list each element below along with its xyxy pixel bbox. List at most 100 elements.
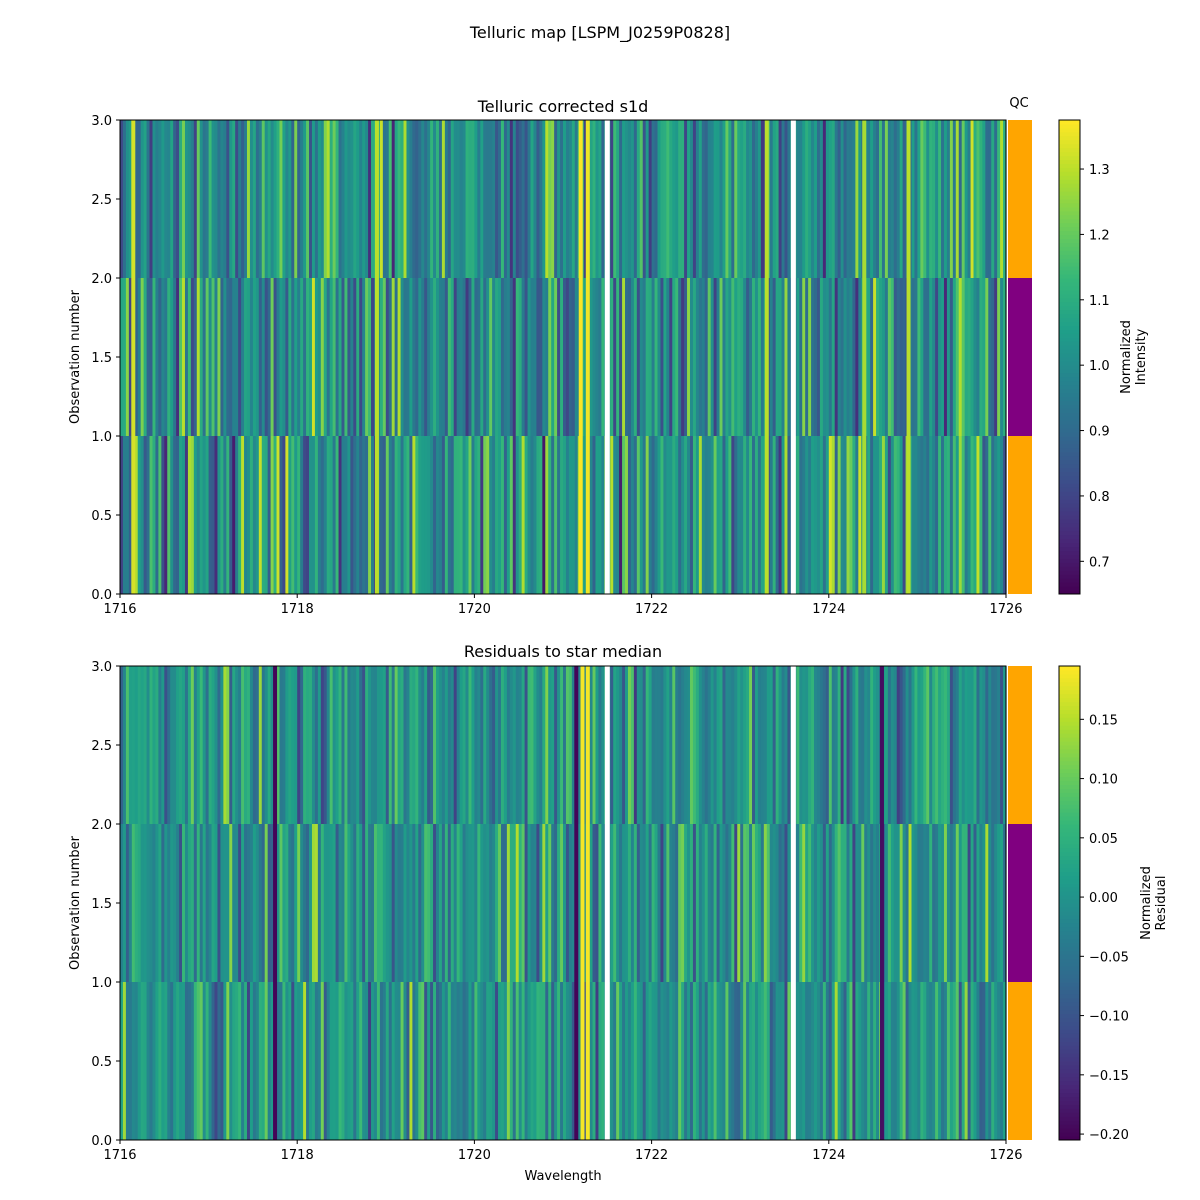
heat-cell — [120, 824, 124, 982]
heat-cell — [498, 666, 502, 824]
heat-cell — [757, 436, 762, 594]
heat-cell — [382, 436, 387, 594]
heat-cell — [687, 278, 691, 436]
heat-cell — [486, 278, 490, 436]
x-tick-label: 1720 — [458, 1148, 491, 1163]
heat-cell — [929, 278, 933, 436]
heat-cell — [303, 120, 307, 278]
heat-cell — [876, 666, 880, 824]
heat-cell — [941, 278, 945, 436]
heat-cell — [952, 982, 957, 1140]
colorbar-segment — [1059, 329, 1080, 334]
colorbar-segment — [1059, 701, 1080, 706]
heat-cell — [627, 666, 632, 824]
heat-cell — [633, 824, 638, 982]
heat-cell — [264, 666, 269, 824]
heat-cell — [870, 982, 874, 1140]
heat-cell — [595, 436, 600, 594]
heat-cell — [509, 436, 514, 594]
heat-cell — [946, 982, 951, 1140]
heat-cell — [1000, 278, 1004, 436]
heat-cell — [941, 824, 945, 982]
heat-cell — [719, 278, 724, 436]
heat-cell — [273, 278, 278, 436]
heat-cell — [949, 436, 954, 594]
heat-cell — [932, 666, 936, 824]
heat-cell — [217, 824, 222, 982]
heat-cell — [994, 666, 998, 824]
heat-cell — [450, 666, 455, 824]
heat-cell — [840, 824, 845, 982]
colorbar-segment — [1059, 1025, 1080, 1030]
heat-cell — [474, 982, 478, 1140]
heat-cell — [819, 982, 824, 1140]
heat-cell — [568, 278, 573, 436]
heat-cell — [300, 120, 304, 278]
heat-cell — [249, 436, 254, 594]
heat-cell — [314, 436, 319, 594]
heat-cell — [787, 436, 791, 594]
colorbar-segment — [1059, 867, 1080, 872]
heat-cell — [728, 982, 732, 1140]
heat-cell — [630, 666, 635, 824]
heat-cell — [244, 436, 248, 594]
x-axis-ticks-1: 1716 1718 1720 1722 1724 1726 — [103, 594, 1023, 617]
heat-cell — [716, 666, 721, 824]
heat-cell — [648, 666, 653, 824]
heat-cell — [309, 824, 313, 982]
heat-cell — [905, 824, 910, 982]
heat-cell — [459, 982, 464, 1140]
heat-cell — [982, 278, 986, 436]
heat-cell — [441, 120, 446, 278]
heat-cell — [506, 278, 511, 436]
heat-cell — [642, 824, 647, 982]
heat-cell — [368, 278, 372, 436]
heat-cell — [757, 278, 762, 436]
colorbar-segment — [1059, 899, 1080, 904]
heat-cell — [627, 824, 632, 982]
heat-cell — [881, 120, 886, 278]
heat-cell — [648, 436, 653, 594]
heat-cell — [645, 436, 650, 594]
colorbar-segment — [1059, 993, 1080, 999]
heat-cell — [365, 436, 369, 594]
heat-cell — [796, 436, 800, 594]
colorbar-segment — [1059, 875, 1080, 880]
heat-cell — [926, 824, 930, 982]
heat-cell — [725, 278, 729, 436]
heat-cell — [477, 120, 481, 278]
heat-cell — [887, 120, 892, 278]
heat-cell — [184, 824, 189, 982]
heat-cell — [672, 278, 676, 436]
heat-cell — [926, 120, 930, 278]
heat-cell — [678, 982, 682, 1140]
heat-cell — [923, 278, 927, 436]
heat-cell — [592, 278, 597, 436]
heat-cell — [477, 436, 481, 594]
heat-cell — [633, 120, 638, 278]
heat-cell — [388, 982, 393, 1140]
feature-line — [574, 666, 579, 1140]
heat-cell — [938, 436, 942, 594]
heat-cell — [781, 436, 786, 594]
heat-cell — [441, 436, 446, 594]
heat-cell — [350, 824, 354, 982]
heat-cell — [796, 824, 800, 982]
heat-cell — [884, 824, 889, 982]
heat-cell — [710, 436, 715, 594]
y-tick-label: 0.0 — [91, 588, 112, 603]
heat-cell — [890, 436, 895, 594]
heat-cell — [698, 278, 703, 436]
heat-cell — [929, 436, 933, 594]
heat-cell — [311, 436, 316, 594]
heat-cell — [509, 666, 514, 824]
heat-cell — [533, 666, 538, 824]
heat-cell — [982, 824, 986, 982]
heat-cell — [639, 982, 644, 1140]
colorbar-segment — [1059, 918, 1080, 924]
heat-cell — [825, 278, 830, 436]
heat-cell — [772, 436, 777, 594]
colorbar-segment — [1059, 745, 1080, 750]
heat-cell — [430, 436, 434, 594]
heat-cell — [341, 436, 346, 594]
